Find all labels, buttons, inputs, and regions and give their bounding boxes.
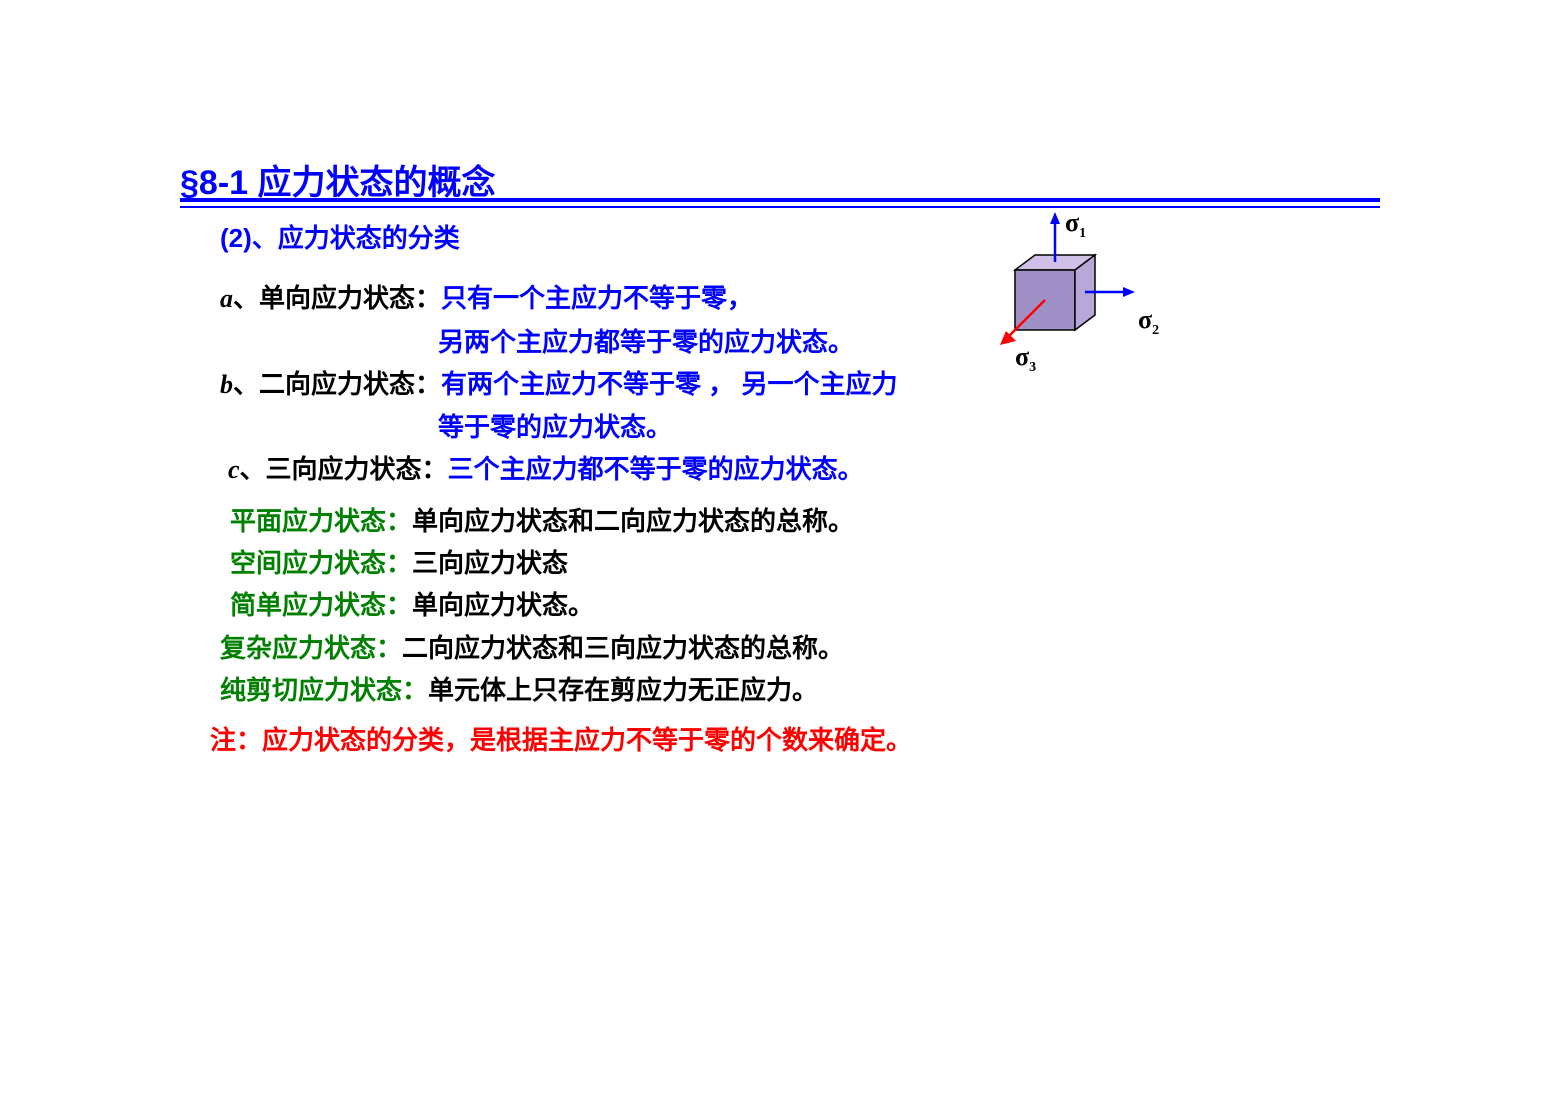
sigma2-label: σ2 (1138, 305, 1159, 339)
term-shear: 纯剪切应力状态： (220, 675, 428, 705)
sigma2-arrow-head (1123, 287, 1135, 297)
subtitle: (2)、应力状态的分类 (220, 218, 1370, 258)
prefix-c: 、三向应力状态： (240, 454, 448, 484)
term-complex: 复杂应力状态： (220, 633, 402, 663)
label-b: b (220, 370, 233, 399)
def-plane: 平面应力状态：单向应力状态和二向应力状态的总称。 (230, 501, 1370, 541)
def-simple: 简单应力状态：单向应力状态。 (230, 585, 1370, 625)
def-space: 空间应力状态：三向应力状态 (230, 543, 1370, 583)
item-b: b、二向应力状态：有两个主应力不等于零 ， 另一个主应力 (220, 364, 1370, 405)
prefix-b: 、二向应力状态： (233, 369, 441, 399)
title-divider (180, 198, 1380, 208)
desc-b1: 有两个主应力不等于零 ， 另一个主应力 (441, 369, 897, 399)
def-shear: 纯剪切应力状态：单元体上只存在剪应力无正应力。 (220, 670, 1370, 710)
label-a: a (220, 284, 233, 313)
definitions: 平面应力状态：单向应力状态和二向应力状态的总称。 空间应力状态：三向应力状态 简… (230, 501, 1370, 710)
desc-simple: 单向应力状态。 (412, 590, 594, 620)
note: 注：应力状态的分类，是根据主应力不等于零的个数来确定。 (210, 720, 1370, 760)
desc-shear: 单元体上只存在剪应力无正应力。 (428, 675, 818, 705)
sigma1-arrow-head (1050, 212, 1060, 224)
section-title: §8-1 应力状态的概念 (180, 155, 1380, 204)
desc-plane: 单向应力状态和二向应力状态的总称。 (412, 506, 854, 536)
term-plane: 平面应力状态： (230, 506, 412, 536)
desc-a1: 只有一个主应力不等于零， (441, 283, 753, 313)
desc-complex: 二向应力状态和三向应力状态的总称。 (402, 633, 844, 663)
term-space: 空间应力状态： (230, 548, 412, 578)
desc-b2: 等于零的应力状态。 (220, 407, 1370, 447)
item-a: a、单向应力状态：只有一个主应力不等于零， (220, 278, 1370, 319)
prefix-a: 、单向应力状态： (233, 283, 441, 313)
sigma1-label: σ1 (1065, 208, 1086, 242)
desc-space: 三向应力状态 (412, 548, 568, 578)
desc-a2: 另两个主应力都等于零的应力状态。 (220, 322, 1370, 362)
def-complex: 复杂应力状态：二向应力状态和三向应力状态的总称。 (220, 628, 1370, 668)
content-area: (2)、应力状态的分类 a、单向应力状态：只有一个主应力不等于零， 另两个主应力… (220, 218, 1370, 761)
stress-cube-diagram: σ1 σ2 σ3 (960, 210, 1160, 390)
cube-svg (960, 210, 1160, 390)
desc-c1: 三个主应力都不等于零的应力状态。 (448, 454, 864, 484)
label-c: c (228, 455, 240, 484)
term-simple: 简单应力状态： (230, 590, 412, 620)
item-c: c、三向应力状态：三个主应力都不等于零的应力状态。 (228, 449, 1370, 490)
sigma3-label: σ3 (1015, 342, 1036, 376)
